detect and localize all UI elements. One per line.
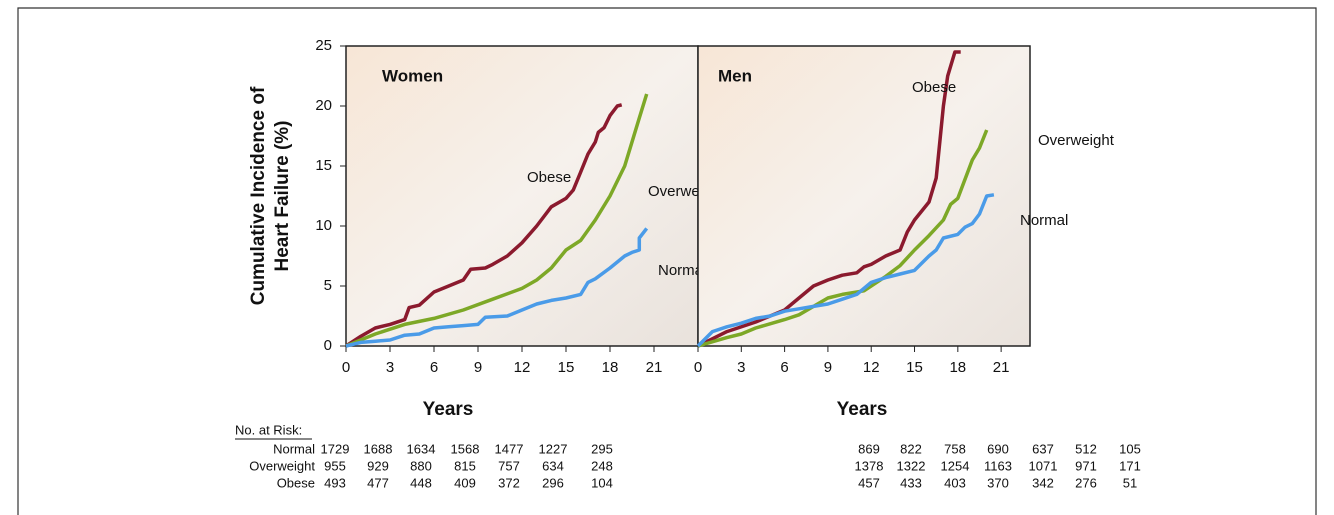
- series-label: Normal: [658, 262, 706, 279]
- line: [345, 93, 649, 348]
- risk-value: 370: [987, 475, 1009, 490]
- risk-value: 248: [591, 458, 613, 473]
- risk-value: 880: [410, 458, 432, 473]
- x-tick-label: 21: [646, 359, 663, 376]
- risk-value: 869: [858, 441, 880, 456]
- line: [697, 50, 961, 348]
- risk-value: 104: [591, 475, 613, 490]
- y-axis-label-line: Cumulative Incidence of: [248, 86, 269, 305]
- line: [345, 227, 649, 348]
- risk-value: 955: [324, 458, 346, 473]
- x-tick-label: 15: [906, 359, 923, 376]
- series-label: Obese: [527, 169, 571, 186]
- risk-value: 637: [1032, 441, 1054, 456]
- y-tick-label: 10: [315, 217, 332, 234]
- panel-title: Women: [382, 66, 443, 85]
- risk-value: 758: [944, 441, 966, 456]
- x-tick-label: 21: [993, 359, 1010, 376]
- risk-value: 403: [944, 475, 966, 490]
- risk-value: 105: [1119, 441, 1141, 456]
- risk-value: 1254: [941, 458, 970, 473]
- y-axis-label: Cumulative Incidence of Heart Failure (%): [248, 86, 293, 305]
- y-tick-label: 0: [324, 337, 332, 354]
- risk-value: 1227: [539, 441, 568, 456]
- x-tick-label: 12: [863, 359, 880, 376]
- risk-value: 822: [900, 441, 922, 456]
- risk-value: 448: [410, 475, 432, 490]
- risk-value: 477: [367, 475, 389, 490]
- risk-value: 690: [987, 441, 1009, 456]
- risk-value: 1568: [451, 441, 480, 456]
- line: [345, 103, 623, 348]
- risk-row-name: Overweight: [249, 458, 315, 473]
- y-tick-label: 25: [315, 37, 332, 54]
- risk-value: 457: [858, 475, 880, 490]
- line: [697, 129, 989, 348]
- risk-value: 493: [324, 475, 346, 490]
- risk-value: 757: [498, 458, 520, 473]
- risk-value: 276: [1075, 475, 1097, 490]
- risk-value: 296: [542, 475, 564, 490]
- risk-value: 1378: [855, 458, 884, 473]
- risk-value: 1634: [407, 441, 436, 456]
- risk-value: 1163: [984, 458, 1012, 473]
- plot-area: [345, 45, 699, 347]
- frame: [17, 7, 1317, 515]
- series-label: Overweight: [1038, 132, 1115, 149]
- risk-value: 342: [1032, 475, 1054, 490]
- risk-value: 1071: [1029, 458, 1058, 473]
- x-tick-label: 3: [386, 359, 394, 376]
- risk-value: 1688: [364, 441, 393, 456]
- risk-value: 409: [454, 475, 476, 490]
- risk-value: 295: [591, 441, 613, 456]
- risk-value: 634: [542, 458, 564, 473]
- x-axis-label: Years: [423, 399, 474, 420]
- risk-row-name: Normal: [273, 441, 315, 456]
- x-tick-label: 18: [949, 359, 966, 376]
- x-tick-label: 0: [342, 359, 350, 376]
- x-tick-label: 3: [737, 359, 745, 376]
- series-label: Normal: [1020, 212, 1068, 229]
- y-tick-label: 20: [315, 97, 332, 114]
- risk-value: 1477: [495, 441, 524, 456]
- risk-value: 171: [1119, 458, 1141, 473]
- panel-title: Men: [718, 66, 752, 85]
- line: [696, 193, 995, 348]
- y-tick-label: 5: [324, 277, 332, 294]
- risk-row-name: Obese: [277, 475, 315, 490]
- x-tick-label: 6: [780, 359, 788, 376]
- risk-value: 1729: [321, 441, 350, 456]
- risk-value: 512: [1075, 441, 1097, 456]
- risk-value: 372: [498, 475, 520, 490]
- x-tick-label: 12: [514, 359, 531, 376]
- plot-area: [697, 45, 1031, 347]
- risk-title: No. at Risk:: [235, 422, 302, 437]
- x-tick-label: 6: [430, 359, 438, 376]
- x-tick-label: 15: [558, 359, 575, 376]
- x-tick-label: 9: [824, 359, 832, 376]
- y-tick-label: 15: [315, 157, 332, 174]
- x-tick-label: 18: [602, 359, 619, 376]
- risk-value: 815: [454, 458, 476, 473]
- risk-value: 1322: [897, 458, 926, 473]
- risk-value: 51: [1123, 475, 1137, 490]
- x-axis-label: Years: [837, 399, 888, 420]
- y-axis-label-line: Heart Failure (%): [272, 121, 293, 272]
- x-tick-label: 0: [694, 359, 702, 376]
- series-label: Obese: [912, 79, 956, 96]
- risk-value: 929: [367, 458, 389, 473]
- risk-value: 971: [1075, 458, 1097, 473]
- risk-value: 433: [900, 475, 922, 490]
- x-tick-label: 9: [474, 359, 482, 376]
